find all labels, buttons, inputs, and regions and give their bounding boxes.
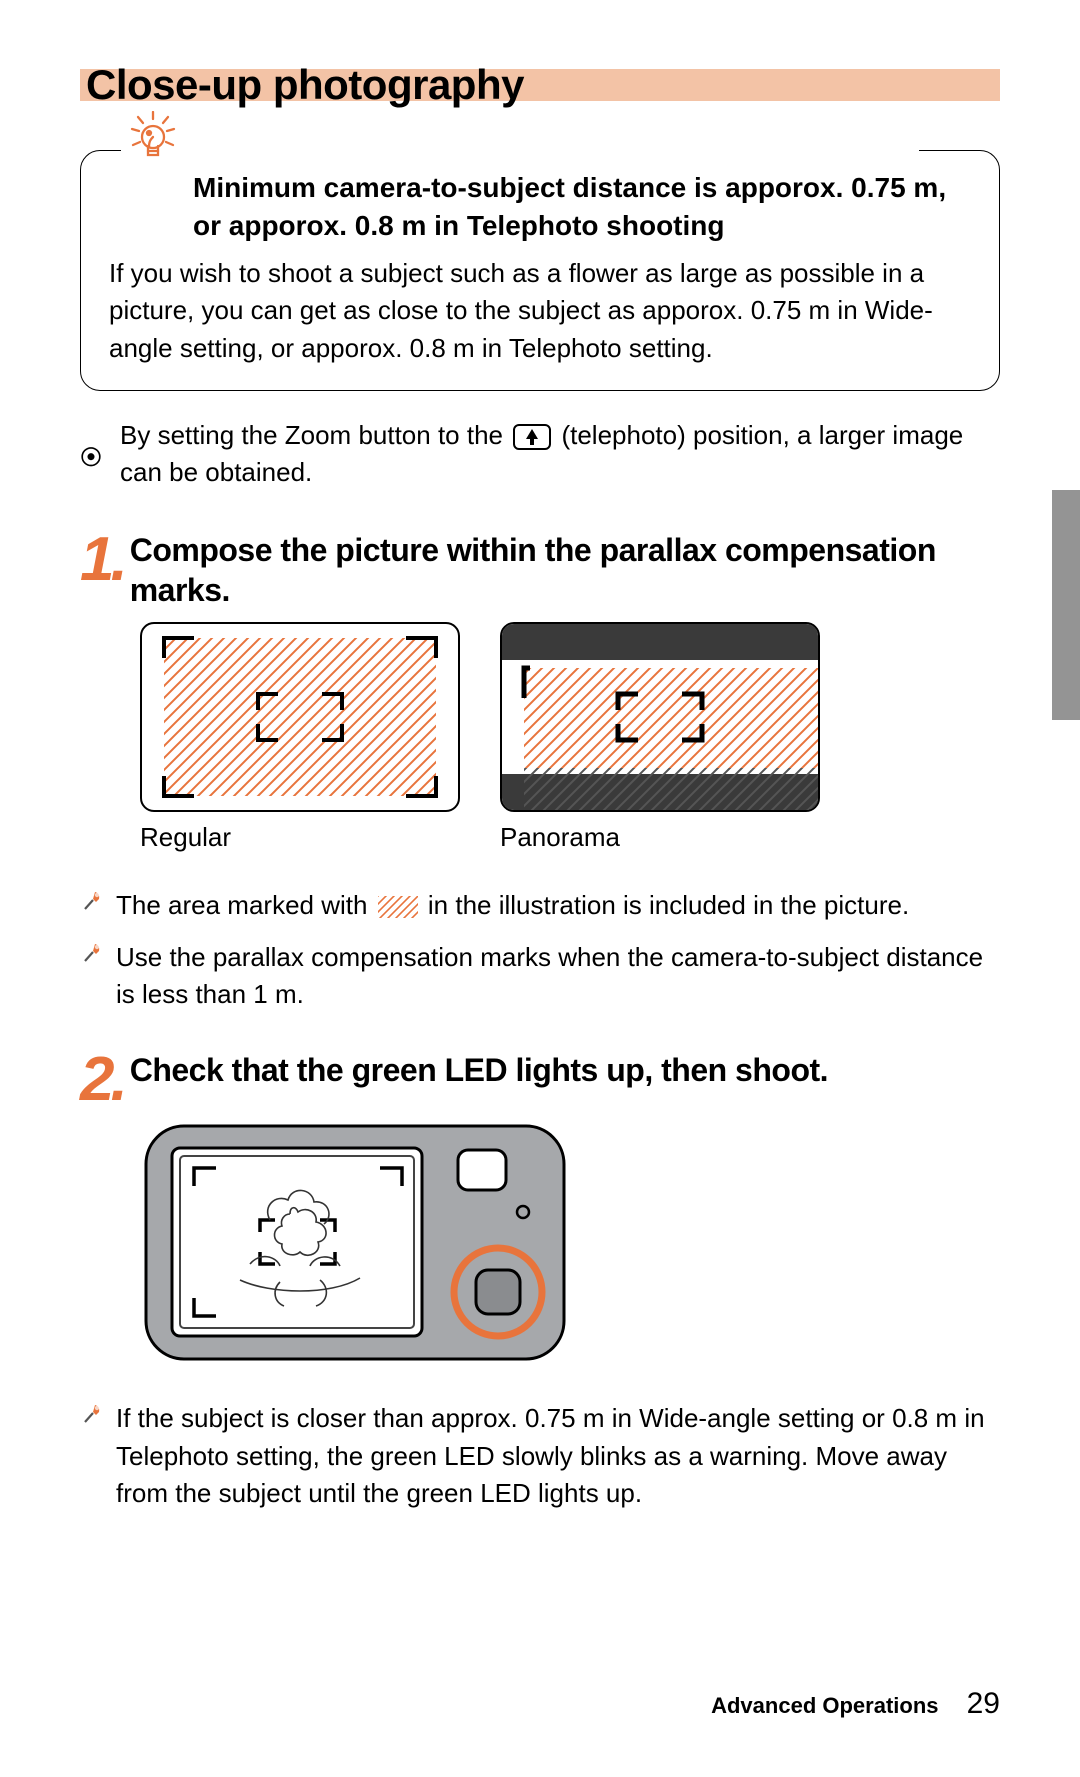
- tip-box: Minimum camera-to-subject distance is ap…: [80, 150, 1000, 391]
- page-title-bar: Close-up photography: [80, 60, 1000, 110]
- camera-back-diagram: [140, 1120, 570, 1365]
- panorama-viewfinder-diagram: [500, 622, 820, 812]
- regular-label: Regular: [140, 822, 460, 853]
- pushpin-icon: [80, 889, 104, 913]
- footer-section: Advanced Operations: [711, 1693, 938, 1718]
- step-1: 1. Compose the picture within the parall…: [80, 526, 1000, 1014]
- pin-note-2: Use the parallax compensation marks when…: [80, 939, 1000, 1014]
- panorama-diagram-col: Panorama: [500, 622, 820, 853]
- step-2-number: 2.: [80, 1052, 124, 1108]
- step-2: 2. Check that the green LED lights up, t…: [80, 1046, 1000, 1513]
- tip-body: If you wish to shoot a subject such as a…: [109, 255, 971, 368]
- pin-note-1-text: The area marked with in the illustration…: [116, 887, 1000, 925]
- pushpin-icon: [80, 1402, 104, 1426]
- lightbulb-icon: [129, 111, 177, 167]
- regular-viewfinder-diagram: [140, 622, 460, 812]
- page-footer: Advanced Operations 29: [711, 1687, 1000, 1721]
- manual-page: Close-up photography Minimum camera-to-s…: [0, 0, 1080, 1777]
- hatch-swatch-icon: [378, 896, 418, 918]
- regular-diagram-col: Regular: [140, 622, 460, 853]
- pushpin-icon: [80, 941, 104, 965]
- panorama-label: Panorama: [500, 822, 820, 853]
- pin-note-3: If the subject is closer than approx. 0.…: [80, 1400, 1000, 1513]
- page-title: Close-up photography: [86, 61, 524, 109]
- thumb-tab: [1052, 490, 1080, 720]
- step-1-number: 1.: [80, 532, 124, 588]
- pin-note-3-text: If the subject is closer than approx. 0.…: [116, 1400, 1000, 1513]
- telephoto-icon: [513, 424, 551, 450]
- target-bullet-icon: [80, 421, 102, 492]
- tip-title: Minimum camera-to-subject distance is ap…: [193, 169, 971, 245]
- viewfinder-diagrams: Regular: [140, 622, 1000, 853]
- footer-page-number: 29: [967, 1687, 1000, 1720]
- step-2-title: Check that the green LED lights up, then…: [130, 1050, 828, 1090]
- zoom-note-text: By setting the Zoom button to the (telep…: [120, 417, 1000, 492]
- pin-note-1: The area marked with in the illustration…: [80, 887, 1000, 925]
- zoom-note: By setting the Zoom button to the (telep…: [80, 417, 1000, 492]
- zoom-note-before: By setting the Zoom button to the: [120, 420, 510, 450]
- step-1-title: Compose the picture within the parallax …: [130, 530, 1000, 610]
- pin-note-2-text: Use the parallax compensation marks when…: [116, 939, 1000, 1014]
